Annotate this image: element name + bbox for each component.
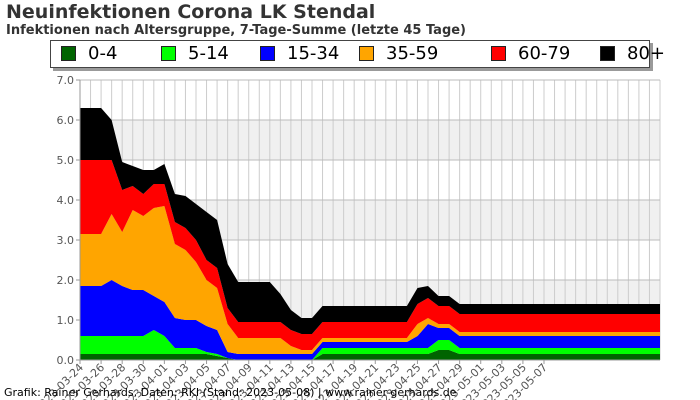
legend-label: 80+ [627, 43, 665, 64]
legend-swatch [260, 46, 275, 61]
series-area-5-14 [80, 330, 660, 360]
y-tick-label: 5.0 [57, 154, 75, 167]
y-tick-label: 4.0 [57, 194, 75, 207]
legend-label: 35-59 [386, 43, 439, 64]
y-tick-label: 3.0 [57, 234, 75, 247]
footer-credit: Grafik: Rainer Gerhards, Daten: RKI (Sta… [4, 386, 457, 399]
y-tick-label: 0.0 [57, 354, 75, 367]
legend-label: 15-34 [287, 43, 340, 64]
legend-swatch [61, 46, 76, 61]
series-area-0-4 [80, 350, 660, 360]
legend-swatch [491, 46, 506, 61]
legend-swatch [600, 46, 615, 61]
series-area-80+ [80, 108, 660, 334]
y-tick-label: 1.0 [57, 314, 75, 327]
legend-swatch [359, 46, 374, 61]
series-area-35-59 [80, 206, 660, 354]
y-tick-label: 2.0 [57, 274, 75, 287]
grid-band [80, 120, 660, 160]
chart-title: Neuinfektionen Corona LK Stendal [6, 1, 376, 23]
legend-label: 60-79 [518, 43, 571, 64]
series-area-15-34 [80, 280, 660, 360]
legend-swatch [161, 46, 176, 61]
chart-subtitle: Infektionen nach Altersgruppe, 7-Tage-Su… [6, 23, 467, 38]
y-tick-label: 7.0 [57, 74, 75, 87]
legend-label: 0-4 [88, 43, 118, 64]
legend: 0-4 5-14 15-34 35-59 60-79 80+ [50, 40, 665, 68]
series-area-60-79 [80, 160, 660, 350]
legend-label: 5-14 [188, 43, 229, 64]
y-tick-label: 6.0 [57, 114, 75, 127]
